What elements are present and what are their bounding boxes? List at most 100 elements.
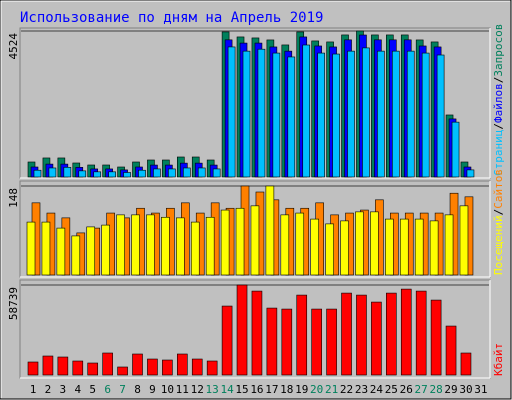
x-tick-label: 30 [459, 383, 472, 396]
bar [460, 352, 472, 376]
legend-separator: / [492, 123, 505, 130]
bar [325, 223, 334, 276]
bar [131, 214, 140, 276]
y-tick-label: 58739 [7, 287, 20, 320]
x-tick-label: 22 [340, 383, 353, 396]
bar [93, 171, 102, 178]
x-tick-label: 6 [104, 383, 111, 396]
bar [48, 167, 57, 178]
x-tick-label: 2 [45, 383, 52, 396]
bar [445, 325, 457, 376]
x-tick-label: 27 [415, 383, 428, 396]
bar [78, 170, 87, 178]
y-tick-label: 4524 [7, 33, 20, 60]
legend-entry: Запросов [492, 24, 505, 77]
bar [317, 52, 325, 178]
bar [250, 205, 260, 276]
legend: Посещений/Сайтов [492, 169, 505, 275]
x-tick-label: 11 [176, 383, 189, 396]
bar [362, 47, 370, 178]
x-tick-label: 23 [355, 383, 368, 396]
bar [176, 217, 185, 276]
x-tick-label: 18 [280, 383, 293, 396]
bar [56, 227, 66, 276]
bar [399, 218, 409, 276]
bar [123, 172, 131, 178]
bar [356, 294, 367, 376]
x-tick-label: 5 [89, 383, 96, 396]
bar [302, 44, 311, 178]
bar [116, 214, 125, 276]
bar [190, 221, 200, 276]
bar [235, 207, 245, 276]
x-tick-label: 28 [429, 383, 442, 396]
bar [168, 168, 176, 178]
bar [221, 305, 233, 376]
bar [414, 218, 424, 276]
x-tick-label: 3 [60, 383, 67, 396]
legend-entry: Посещений [492, 215, 505, 275]
bar [444, 214, 454, 276]
chart-title: Использование по дням на Апрель 2019 [20, 10, 323, 26]
legend-separator: / [492, 209, 505, 216]
bar [451, 121, 460, 178]
x-tick-label: 1 [30, 383, 37, 396]
bar [227, 46, 236, 178]
bar [421, 52, 430, 178]
bar [220, 209, 230, 276]
legend-entry: Файлов [492, 83, 505, 123]
bar [466, 169, 475, 178]
bar [71, 235, 81, 276]
legend: Страниц/Файлов/Запросов [492, 24, 505, 176]
bar [132, 353, 143, 376]
legend: Кбайт [492, 343, 505, 376]
bar [371, 301, 382, 376]
bar [459, 205, 469, 276]
bar [436, 54, 445, 178]
bar [272, 52, 281, 178]
bar [415, 290, 427, 376]
bar [355, 211, 364, 276]
bar [257, 48, 266, 178]
bar [153, 168, 161, 178]
legend-entry: Сайтов [492, 169, 505, 209]
x-tick-label: 26 [400, 383, 413, 396]
bar [205, 216, 215, 276]
x-tick-label: 7 [119, 383, 126, 396]
bar [41, 221, 51, 276]
bar [310, 218, 319, 276]
bar [27, 361, 39, 376]
x-tick-label: 31 [474, 383, 487, 396]
bar [197, 167, 206, 178]
x-tick-label: 12 [191, 383, 204, 396]
bar [385, 218, 394, 276]
bar [287, 56, 296, 178]
bar [332, 53, 340, 178]
bar [87, 362, 99, 376]
bar [392, 50, 400, 178]
x-tick-label: 29 [444, 383, 457, 396]
bar [400, 288, 412, 376]
bar [265, 185, 275, 276]
bar [311, 308, 322, 376]
bar [212, 168, 221, 178]
x-tick-label: 14 [220, 383, 234, 396]
bar [162, 359, 173, 376]
bar [429, 220, 439, 276]
bar [161, 216, 170, 276]
bar [117, 366, 128, 376]
x-tick-label: 10 [161, 383, 174, 396]
bar [280, 214, 290, 276]
x-tick-label: 19 [295, 383, 308, 396]
bar [108, 171, 116, 178]
bar [406, 50, 415, 178]
bar [191, 358, 203, 376]
bar [147, 358, 158, 376]
bar [57, 356, 69, 376]
x-tick-label: 8 [134, 383, 141, 396]
x-tick-label: 16 [250, 383, 263, 396]
legend-entry: Страниц [492, 130, 505, 176]
bar [72, 360, 84, 376]
bar [295, 212, 305, 276]
